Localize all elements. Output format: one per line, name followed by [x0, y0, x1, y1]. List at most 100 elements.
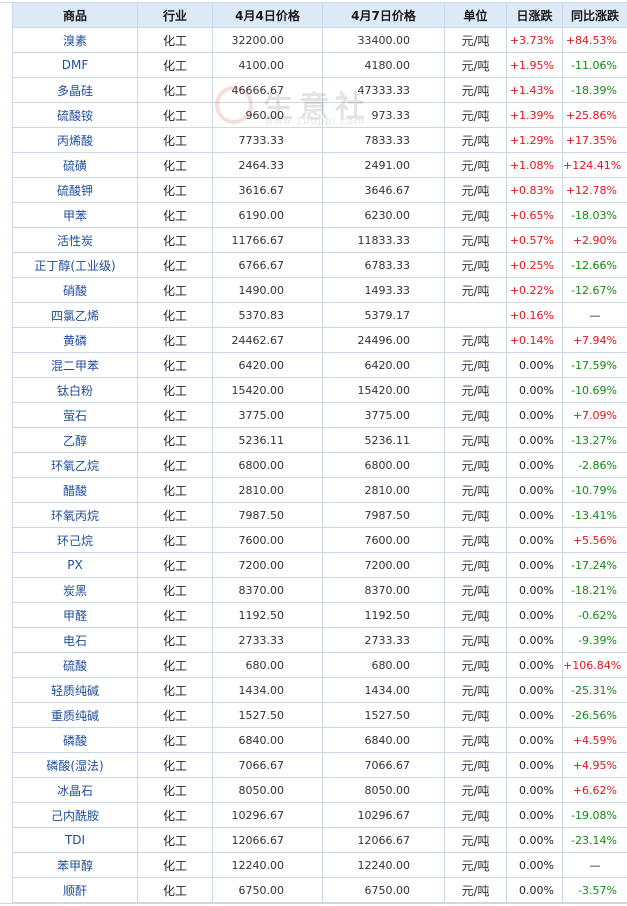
unit-cell: 元/吨: [444, 202, 507, 228]
commodity-name[interactable]: 溴素: [12, 27, 138, 53]
commodity-name[interactable]: 环氧乙烷: [12, 452, 138, 478]
price-apr4-cell: 6420.00: [212, 352, 323, 378]
table-row: 苯甲醇 化工 12240.00 12240.00 元/吨 0.00% —: [12, 852, 627, 878]
table-row: 磷酸 化工 6840.00 6840.00 元/吨 0.00% +4.59%: [12, 727, 627, 753]
commodity-name[interactable]: 硫磺: [12, 152, 138, 178]
price-apr4-cell: 1192.50: [212, 602, 323, 628]
price-apr4-cell: 10296.67: [212, 802, 323, 828]
industry-cell: 化工: [137, 627, 213, 653]
commodity-name[interactable]: 活性炭: [12, 227, 138, 253]
commodity-name[interactable]: 醋酸: [12, 477, 138, 503]
unit-cell: 元/吨: [444, 477, 507, 503]
unit-cell: 元/吨: [444, 702, 507, 728]
yoy-change-cell: +17.35%: [562, 127, 627, 153]
price-apr7-cell: 2491.00: [322, 152, 445, 178]
price-apr4-cell: 46666.67: [212, 77, 323, 103]
commodity-name[interactable]: 轻质纯碱: [12, 677, 138, 703]
unit-cell: 元/吨: [444, 502, 507, 528]
daily-change-cell: +0.22%: [506, 277, 563, 303]
yoy-change-cell: -25.31%: [562, 677, 627, 703]
commodity-name[interactable]: 正丁醇(工业级): [12, 252, 138, 278]
price-apr4-cell: 2464.33: [212, 152, 323, 178]
industry-cell: 化工: [137, 377, 213, 403]
commodity-name[interactable]: 硝酸: [12, 277, 138, 303]
table-row: PX 化工 7200.00 7200.00 元/吨 0.00% -17.24%: [12, 552, 627, 578]
price-apr7-cell: 4180.00: [322, 52, 445, 78]
commodity-name[interactable]: DMF: [12, 52, 138, 78]
commodity-name[interactable]: PX: [12, 552, 138, 578]
industry-cell: 化工: [137, 152, 213, 178]
commodity-name[interactable]: 甲苯: [12, 202, 138, 228]
header-unit[interactable]: 单位: [444, 2, 507, 28]
daily-change-cell: 0.00%: [506, 652, 563, 678]
header-yoy-change[interactable]: 同比涨跌: [562, 2, 627, 28]
header-price-apr7[interactable]: 4月7日价格: [322, 2, 445, 28]
commodity-name[interactable]: 磷酸(湿法): [12, 752, 138, 778]
commodity-name[interactable]: 甲醛: [12, 602, 138, 628]
commodity-name[interactable]: 萤石: [12, 402, 138, 428]
table-row: 硫酸钾 化工 3616.67 3646.67 元/吨 +0.83% +12.78%: [12, 177, 627, 203]
daily-change-cell: 0.00%: [506, 552, 563, 578]
unit-cell: 元/吨: [444, 652, 507, 678]
table-row: 顺酐 化工 6750.00 6750.00 元/吨 0.00% -3.57%: [12, 877, 627, 903]
commodity-name[interactable]: 黄磷: [12, 327, 138, 353]
commodity-name[interactable]: 硫酸铵: [12, 102, 138, 128]
yoy-change-cell: -9.39%: [562, 627, 627, 653]
industry-cell: 化工: [137, 102, 213, 128]
yoy-change-cell: -18.21%: [562, 577, 627, 603]
yoy-change-cell: +7.09%: [562, 402, 627, 428]
commodity-name[interactable]: 丙烯酸: [12, 127, 138, 153]
table-row: 硫磺 化工 2464.33 2491.00 元/吨 +1.08% +124.41%: [12, 152, 627, 178]
header-industry[interactable]: 行业: [137, 2, 213, 28]
commodity-name[interactable]: 磷酸: [12, 727, 138, 753]
header-price-apr4[interactable]: 4月4日价格: [212, 2, 323, 28]
commodity-name[interactable]: TDI: [12, 827, 138, 853]
commodity-name[interactable]: 苯甲醇: [12, 852, 138, 878]
header-daily-change[interactable]: 日涨跌: [506, 2, 563, 28]
yoy-change-cell: -13.27%: [562, 427, 627, 453]
price-apr7-cell: 12240.00: [322, 852, 445, 878]
commodity-name[interactable]: 炭黑: [12, 577, 138, 603]
commodity-name[interactable]: 顺酐: [12, 877, 138, 903]
industry-cell: 化工: [137, 352, 213, 378]
yoy-change-cell: +12.78%: [562, 177, 627, 203]
industry-cell: 化工: [137, 252, 213, 278]
price-apr4-cell: 7733.33: [212, 127, 323, 153]
price-apr7-cell: 1493.33: [322, 277, 445, 303]
commodity-name[interactable]: 电石: [12, 627, 138, 653]
header-commodity[interactable]: 商品: [12, 2, 138, 28]
table-row: 甲苯 化工 6190.00 6230.00 元/吨 +0.65% -18.03%: [12, 202, 627, 228]
yoy-change-cell: +5.56%: [562, 527, 627, 553]
industry-cell: 化工: [137, 877, 213, 903]
price-apr4-cell: 6840.00: [212, 727, 323, 753]
commodity-name[interactable]: 乙醇: [12, 427, 138, 453]
industry-cell: 化工: [137, 702, 213, 728]
price-apr4-cell: 1527.50: [212, 702, 323, 728]
table-row: 甲醛 化工 1192.50 1192.50 元/吨 0.00% -0.62%: [12, 602, 627, 628]
commodity-name[interactable]: 四氯乙烯: [12, 302, 138, 328]
commodity-name[interactable]: 钛白粉: [12, 377, 138, 403]
industry-cell: 化工: [137, 277, 213, 303]
yoy-change-cell: -26.56%: [562, 702, 627, 728]
unit-cell: 元/吨: [444, 752, 507, 778]
commodity-name[interactable]: 硫酸钾: [12, 177, 138, 203]
table-body: 溴素 化工 32200.00 33400.00 元/吨 +3.73% +84.53% DMF 化…: [12, 27, 627, 903]
commodity-name[interactable]: 环氧丙烷: [12, 502, 138, 528]
commodity-name[interactable]: 混二甲苯: [12, 352, 138, 378]
table-row: 环氧丙烷 化工 7987.50 7987.50 元/吨 0.00% -13.41%: [12, 502, 627, 528]
industry-cell: 化工: [137, 827, 213, 853]
industry-cell: 化工: [137, 677, 213, 703]
table-row: 活性炭 化工 11766.67 11833.33 元/吨 +0.57% +2.90%: [12, 227, 627, 253]
commodity-name[interactable]: 硫酸: [12, 652, 138, 678]
commodity-name[interactable]: 多晶硅: [12, 77, 138, 103]
commodity-name[interactable]: 环己烷: [12, 527, 138, 553]
commodity-name[interactable]: 冰晶石: [12, 777, 138, 803]
commodity-name[interactable]: 己内酰胺: [12, 802, 138, 828]
table-row: 乙醇 化工 5236.11 5236.11 元/吨 0.00% -13.27%: [12, 427, 627, 453]
commodity-name[interactable]: 重质纯碱: [12, 702, 138, 728]
price-apr7-cell: 12066.67: [322, 827, 445, 853]
industry-cell: 化工: [137, 802, 213, 828]
daily-change-cell: +0.65%: [506, 202, 563, 228]
yoy-change-cell: —: [562, 852, 627, 878]
daily-change-cell: 0.00%: [506, 602, 563, 628]
